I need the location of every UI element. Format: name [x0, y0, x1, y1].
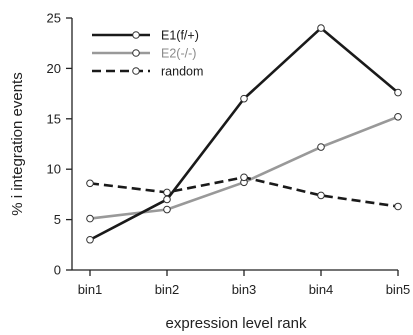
data-point: [86, 235, 94, 244]
y-tick-label: 5: [54, 212, 61, 227]
data-point: [240, 94, 248, 103]
x-ticks: bin1 bin2 bin3 bin4 bin5: [78, 270, 411, 297]
legend-marker: [132, 67, 140, 75]
series-layer: [86, 24, 402, 244]
x-tick-label: bin2: [155, 282, 180, 297]
data-point: [317, 143, 325, 151]
y-tick-label: 15: [47, 111, 61, 126]
data-point: [394, 112, 402, 121]
x-tick-label: bin5: [386, 282, 411, 297]
y-tick-label: 20: [47, 61, 61, 76]
legend-label: E2(-/-): [161, 47, 196, 61]
x-axis-label: expression level rank: [166, 315, 307, 332]
y-ticks: 0 5 10 15 20 25: [47, 11, 72, 278]
legend-label: E1(f/+): [161, 29, 199, 43]
data-point: [86, 179, 94, 188]
y-tick-label: 10: [47, 162, 61, 177]
data-point: [394, 202, 402, 211]
y-axis-label: % i integration events: [9, 72, 26, 215]
legend-marker: [132, 31, 140, 39]
legend: E1(f/+) E2(-/-) random: [92, 29, 203, 79]
x-tick-label: bin1: [78, 282, 103, 297]
data-point: [163, 195, 171, 204]
legend-marker: [132, 49, 140, 57]
y-tick-label: 0: [54, 263, 61, 278]
data-point: [163, 205, 171, 214]
axes: [71, 18, 398, 271]
x-tick-label: bin3: [232, 282, 257, 297]
data-point: [240, 173, 248, 182]
series-line: [89, 115, 399, 220]
x-tick-label: bin4: [309, 282, 334, 297]
legend-label: random: [161, 65, 203, 79]
data-point: [394, 88, 402, 97]
data-point: [317, 191, 325, 200]
data-point: [86, 214, 94, 223]
data-point: [317, 24, 325, 32]
y-tick-label: 25: [47, 11, 61, 26]
